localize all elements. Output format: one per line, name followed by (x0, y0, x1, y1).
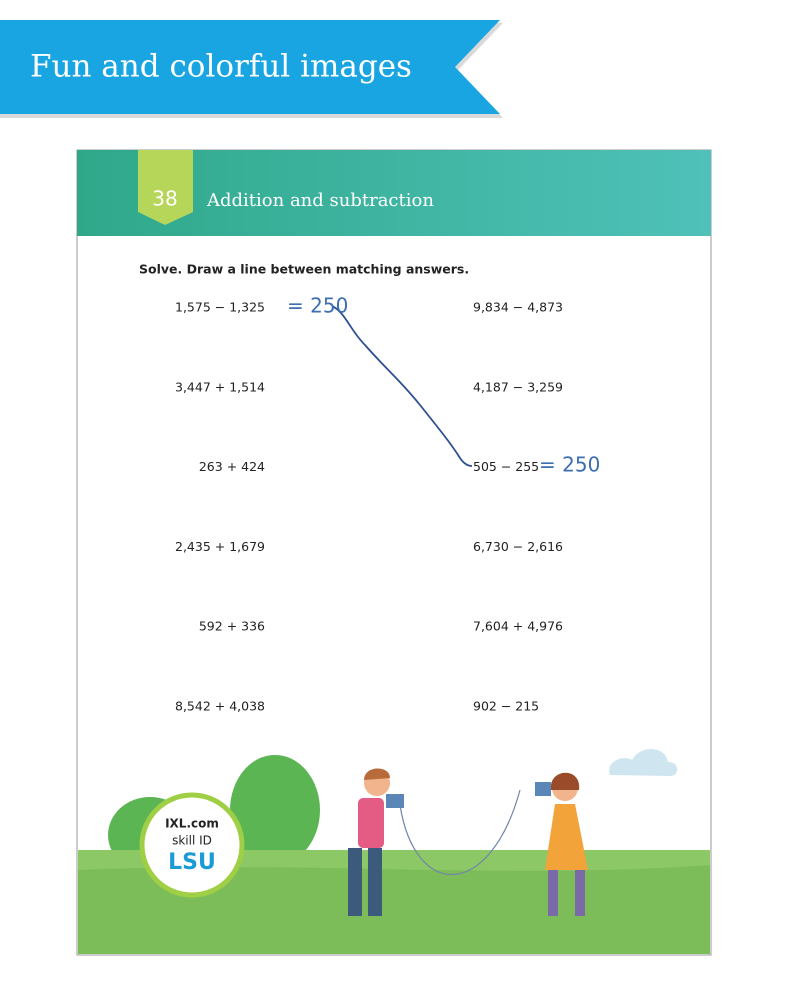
problem: 1,575 − 1,325 (175, 300, 265, 315)
bush (230, 755, 320, 865)
badge-code: LSU (168, 850, 216, 875)
instructions: Solve. Draw a line between matching answ… (139, 262, 469, 277)
problem: 8,542 + 4,038 (175, 699, 265, 714)
badge-site: IXL.com (165, 817, 219, 831)
problems: 1,575 − 1,325 3,447 + 1,514 263 + 424 2,435… (175, 300, 563, 714)
page-tab (138, 150, 193, 225)
banner (0, 20, 500, 114)
banner-title: Fun and colorful images (30, 49, 412, 85)
problem: 902 − 215 (473, 699, 539, 714)
answer: = 250 (539, 453, 600, 477)
match-line (331, 305, 473, 467)
problem: 7,604 + 4,976 (473, 619, 563, 634)
problem: 4,187 − 3,259 (473, 379, 563, 394)
badge-label: skill ID (172, 834, 212, 848)
skill-badge (139, 792, 245, 898)
cloud (609, 748, 678, 776)
page-number: 38 (152, 187, 177, 211)
problem: 6,730 − 2,616 (473, 539, 563, 554)
girl (535, 772, 588, 916)
problem: 263 + 424 (199, 459, 265, 474)
problem: 9,834 − 4,873 (473, 300, 563, 315)
problem: 592 + 336 (199, 619, 265, 634)
string (399, 789, 521, 876)
problem: 2,435 + 1,679 (175, 539, 265, 554)
answer: = 250 (287, 294, 348, 318)
problem: 505 − 255 (473, 459, 539, 474)
page-title: Addition and subtraction (206, 190, 434, 211)
problem: 3,447 + 1,514 (175, 379, 265, 394)
boy (348, 768, 404, 916)
